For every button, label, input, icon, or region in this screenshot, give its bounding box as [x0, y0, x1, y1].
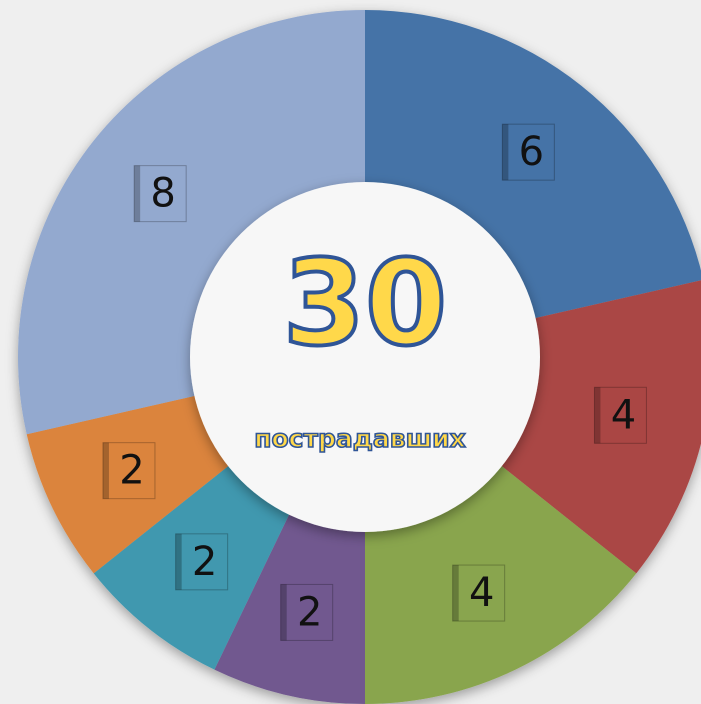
- data-label: 8: [150, 171, 175, 217]
- label-box: [501, 123, 555, 181]
- label-shade: [502, 124, 509, 181]
- label-shade: [134, 165, 141, 222]
- center-text: пострадавших: [254, 424, 466, 453]
- label-box: [133, 165, 187, 223]
- donut-hole: [190, 182, 540, 532]
- label-shade: [280, 584, 287, 641]
- label-shade: [452, 565, 459, 622]
- donut-slice: [17, 10, 365, 435]
- label-shade: [175, 533, 182, 590]
- label-shade: [594, 387, 601, 444]
- data-label: 4: [611, 392, 636, 438]
- data-labels: 6 4 4 2 2 2 8: [102, 123, 647, 641]
- label-box: [280, 583, 334, 641]
- data-label: 4: [469, 570, 494, 616]
- data-label: 2: [192, 539, 217, 585]
- data-label: 2: [297, 589, 322, 635]
- label-shade: [102, 442, 109, 499]
- label-box: [452, 564, 506, 622]
- label-box: [102, 442, 156, 500]
- label-box: [593, 386, 647, 444]
- label-box: [175, 533, 229, 591]
- center-value: 30: [283, 234, 447, 372]
- data-label: 6: [519, 129, 544, 175]
- data-label: 2: [119, 448, 144, 494]
